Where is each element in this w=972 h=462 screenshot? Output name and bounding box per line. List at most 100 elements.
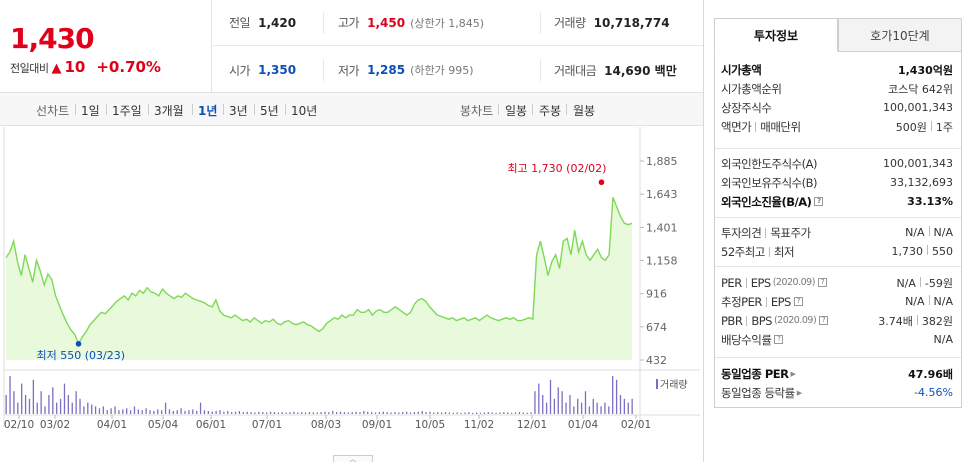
info-row: 외국인보유주식수(B) 33,132,693 (715, 173, 961, 192)
info-value: 1,730 550 (892, 245, 953, 258)
stat-low: 저가 1,285 (하한가 995) (323, 59, 540, 81)
volume-bar (514, 412, 517, 414)
volume-bar (114, 406, 116, 414)
info-label: 동일업종 PER ▶ (721, 366, 796, 382)
line-chart-label: 선차트 (36, 104, 70, 118)
eps-year: (2020.09) (772, 277, 816, 288)
industry-per-label: 동일업종 PER (721, 366, 789, 381)
volume-bar (405, 411, 408, 414)
divider (768, 246, 770, 257)
divider (928, 226, 930, 236)
help-icon[interactable]: ? (814, 197, 824, 206)
stat-value: 10,718,774 (593, 15, 670, 30)
info-row[interactable]: 동일업종 등락률 ▶ -4.56% (715, 383, 961, 402)
info-label: 배당수익률? (721, 332, 784, 348)
volume-bar (363, 410, 365, 414)
divider (532, 104, 533, 115)
volume-bar (413, 412, 416, 414)
candle-weekly[interactable]: 주봉 (539, 104, 562, 118)
volume-bar (530, 412, 532, 414)
candle-chart-label: 봉차트 (460, 104, 494, 118)
help-icon[interactable]: ? (793, 297, 803, 306)
tab-invest-info[interactable]: 투자정보 (714, 18, 838, 52)
period-1w[interactable]: 1주일 (112, 104, 142, 118)
candle-monthly[interactable]: 월봉 (573, 104, 596, 118)
period-3m[interactable]: 3개월 (154, 104, 184, 118)
chart-scroll-handle[interactable]: ︿ (333, 455, 373, 462)
period-3y[interactable]: 3년 (229, 104, 248, 118)
volume-bar (437, 412, 439, 414)
volume-bar (110, 408, 112, 414)
x-tick-label: 03/02 (40, 419, 70, 431)
industry-rate-label: 동일업종 등락률 (721, 385, 795, 400)
volume-bar (608, 406, 610, 414)
volume-bar (561, 391, 563, 414)
par-value: 500원 (895, 120, 927, 134)
high-marker (598, 179, 605, 186)
stat-value: 14,690 백만 (604, 63, 677, 78)
volume-bar (246, 411, 248, 414)
help-icon[interactable]: ? (817, 278, 827, 287)
volume-bar (250, 412, 252, 414)
help-icon[interactable]: ? (819, 316, 829, 325)
candle-daily[interactable]: 일봉 (505, 104, 528, 118)
divider (765, 227, 767, 238)
volume-bar (83, 406, 85, 414)
period-10y[interactable]: 10년 (291, 104, 318, 118)
divider (755, 121, 757, 132)
bps-value: 382원 (921, 314, 953, 328)
period-1d[interactable]: 1일 (81, 104, 100, 118)
divider (148, 104, 149, 115)
volume-bar (48, 395, 50, 414)
y-tick-label: 1,401 (646, 221, 678, 234)
period-1y[interactable]: 1년 (198, 104, 218, 118)
help-icon[interactable]: ? (774, 335, 784, 344)
volume-bar (534, 391, 536, 414)
volume-bar (71, 402, 73, 414)
period-5y[interactable]: 5년 (260, 104, 279, 118)
divider (223, 104, 224, 115)
volume-bar (510, 412, 513, 414)
info-value: 100,001,343 (883, 157, 953, 170)
volume-bar (538, 383, 540, 414)
divider (930, 120, 932, 131)
info-value: 코스닥 642위 (888, 82, 953, 96)
volume-bar (545, 402, 548, 414)
info-label: 투자의견 목표주가 (721, 225, 811, 241)
volume-bar (153, 410, 155, 414)
low-marker (75, 341, 82, 347)
volume-bar (316, 412, 318, 414)
volume-bar (324, 411, 326, 414)
volume-bar (141, 410, 143, 414)
y-tick-label: 916 (646, 288, 667, 301)
info-value: N/A (933, 333, 953, 346)
volume-bar (87, 402, 89, 414)
chevron-right-icon: ▶ (790, 369, 796, 378)
info-row: PER EPS (2020.09)? N/A -59원 (715, 273, 961, 292)
info-label: 52주최고 최저 (721, 244, 795, 260)
info-row[interactable]: 동일업종 PER ▶ 47.96배 (715, 364, 961, 383)
volume-bar (281, 412, 283, 414)
volume-bar (9, 376, 11, 414)
info-value: 1,430억원 (897, 63, 953, 77)
x-tick-label: 05/04 (148, 419, 179, 431)
y-tick-label: 432 (646, 354, 667, 367)
volume-bar (13, 391, 15, 414)
volume-bar (487, 412, 489, 414)
industry-group: 동일업종 PER ▶ 47.96배 동일업종 등락률 ▶ -4.56% (715, 357, 961, 402)
tab-orderbook[interactable]: 호가10단계 (838, 18, 962, 52)
change-rate: +0.70% (96, 58, 161, 76)
info-value: N/A N/A (905, 226, 953, 239)
info-value: 500원 1주 (896, 119, 953, 135)
price-area-fill (6, 197, 632, 360)
volume-bar (269, 411, 272, 414)
divider (192, 104, 193, 115)
info-label: 동일업종 등락률 ▶ (721, 385, 802, 401)
info-label: 외국인한도주식수(A) (721, 156, 817, 171)
info-row: 시가총액순위 코스닥 642위 (715, 79, 961, 98)
volume-bar (475, 412, 478, 414)
target-label: 목표주가 (770, 225, 811, 240)
volume-bar (359, 412, 361, 414)
volume-bar (584, 391, 587, 414)
volume-bar (126, 408, 128, 414)
